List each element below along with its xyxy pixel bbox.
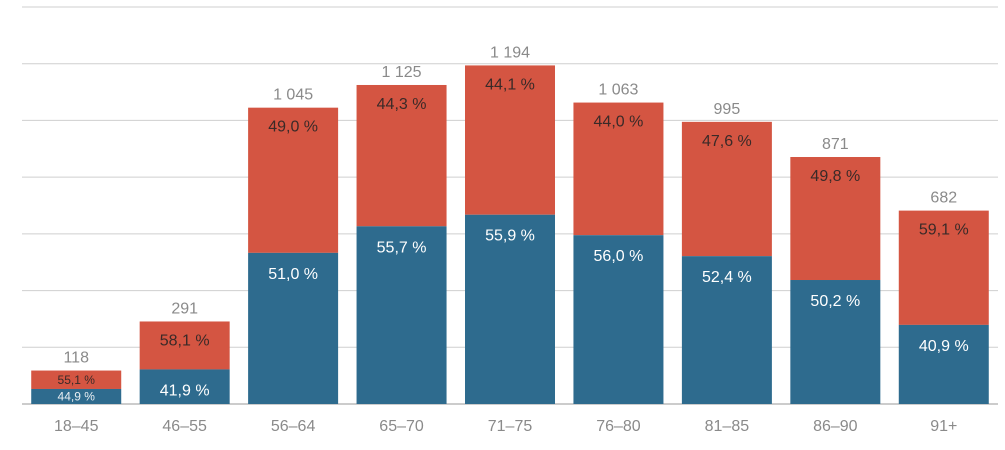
percent-label-red: 55,1 % [58, 373, 96, 387]
category-label: 18–45 [54, 418, 99, 435]
percent-label-red: 49,0 % [268, 119, 318, 136]
total-label: 1 063 [598, 82, 638, 99]
percent-label-blue: 41,9 % [160, 382, 210, 399]
category-label: 91+ [930, 418, 957, 435]
total-label: 118 [63, 350, 89, 367]
bar-segment-blue [356, 226, 447, 404]
category-label: 65–70 [379, 418, 424, 435]
percent-label-blue: 55,9 % [485, 228, 535, 245]
category-label: 76–80 [596, 418, 641, 435]
bar-segment-red [898, 210, 989, 325]
total-label: 291 [171, 300, 198, 317]
bar-segment-red [681, 121, 772, 257]
bar-segment-blue [573, 235, 664, 404]
bar-segment-red [248, 107, 339, 253]
category-label: 46–55 [162, 418, 207, 435]
total-label: 1 045 [273, 87, 313, 104]
bar-segment-blue [681, 256, 772, 404]
percent-label-red: 59,1 % [919, 222, 969, 239]
bar-segment-blue [248, 252, 339, 404]
category-labels: 18–45 46–55 56–64 65–70 71–75 76–80 81–85 86–90… [54, 418, 957, 435]
total-label: 682 [930, 190, 957, 207]
percent-label-blue: 50,2 % [810, 293, 860, 310]
bar-segment-blue [31, 388, 122, 404]
category-label: 71–75 [488, 418, 533, 435]
percent-label-blue: 52,4 % [702, 269, 752, 286]
percent-label-blue: 40,9 % [919, 338, 969, 355]
percent-label-red: 44,0 % [594, 114, 644, 131]
percent-label-blue: 55,7 % [377, 239, 427, 256]
bar-segment-blue [139, 369, 230, 404]
percent-label-red: 47,6 % [702, 133, 752, 150]
bar-segment-red [790, 157, 881, 281]
bars [31, 65, 989, 404]
percent-label-red: 44,3 % [377, 96, 427, 113]
bar-segment-blue [465, 214, 555, 404]
bar-segment-blue [790, 280, 881, 404]
bar-segment-red [356, 84, 447, 227]
total-label: 1 125 [382, 64, 422, 81]
total-label: 1 194 [490, 44, 530, 61]
percent-label-blue: 56,0 % [594, 248, 644, 265]
percent-label-red: 58,1 % [160, 332, 210, 349]
category-label: 81–85 [705, 418, 750, 435]
percent-label-red: 49,8 % [810, 168, 860, 185]
category-label: 56–64 [271, 418, 316, 435]
total-label: 871 [822, 136, 849, 153]
data-labels: 118 55,1 % 44,9 % 291 58,1 % 41,9 % 1 045 49,0 … [58, 44, 969, 403]
percent-label-red: 44,1 % [485, 76, 535, 93]
category-label: 86–90 [813, 418, 858, 435]
percent-label-blue: 51,0 % [268, 266, 318, 283]
bar-segment-red [465, 65, 555, 215]
total-label: 995 [714, 101, 741, 118]
percent-label-blue: 44,9 % [58, 389, 96, 403]
bar-segment-red [31, 370, 122, 389]
bar-segment-blue [898, 324, 989, 404]
bar-segment-red [139, 321, 230, 370]
bar-segment-red [573, 102, 664, 236]
